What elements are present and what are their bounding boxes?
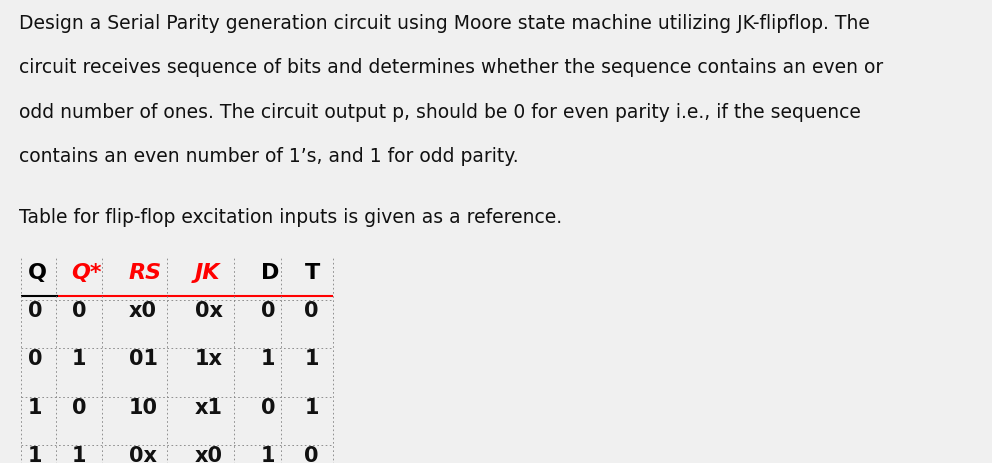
Text: RS: RS (129, 262, 162, 282)
Text: 01: 01 (129, 349, 158, 369)
Text: JK: JK (194, 262, 220, 282)
Text: 0: 0 (28, 300, 43, 320)
Text: 1x: 1x (194, 349, 222, 369)
Text: D: D (261, 262, 279, 282)
Text: 0: 0 (261, 397, 275, 417)
Text: x0: x0 (194, 445, 222, 463)
Text: 0: 0 (71, 300, 86, 320)
Text: T: T (305, 262, 319, 282)
Text: 0: 0 (28, 349, 43, 369)
Text: Q*: Q* (71, 262, 102, 282)
Text: 1: 1 (261, 445, 275, 463)
Text: 1: 1 (71, 349, 86, 369)
Text: circuit receives sequence of bits and determines whether the sequence contains a: circuit receives sequence of bits and de… (19, 58, 883, 77)
Text: odd number of ones. The circuit output p, should be 0 for even parity i.e., if t: odd number of ones. The circuit output p… (19, 102, 861, 121)
Text: 1: 1 (28, 397, 43, 417)
Text: x0: x0 (129, 300, 157, 320)
Text: contains an even number of 1’s, and 1 for odd parity.: contains an even number of 1’s, and 1 fo… (19, 146, 519, 165)
Text: 10: 10 (129, 397, 158, 417)
Text: Table for flip-flop excitation inputs is given as a reference.: Table for flip-flop excitation inputs is… (19, 207, 562, 226)
Text: 1: 1 (261, 349, 275, 369)
Text: 1: 1 (305, 397, 319, 417)
Text: Design a Serial Parity generation circuit using Moore state machine utilizing JK: Design a Serial Parity generation circui… (19, 14, 870, 33)
Text: 0: 0 (305, 445, 319, 463)
Text: Q: Q (28, 262, 47, 282)
Text: 1: 1 (71, 445, 86, 463)
Text: 0x: 0x (194, 300, 222, 320)
Text: 1: 1 (305, 349, 319, 369)
Text: 0: 0 (71, 397, 86, 417)
Text: x1: x1 (194, 397, 222, 417)
Text: 0x: 0x (129, 445, 157, 463)
Text: 0: 0 (261, 300, 275, 320)
Text: 1: 1 (28, 445, 43, 463)
Text: 0: 0 (305, 300, 319, 320)
